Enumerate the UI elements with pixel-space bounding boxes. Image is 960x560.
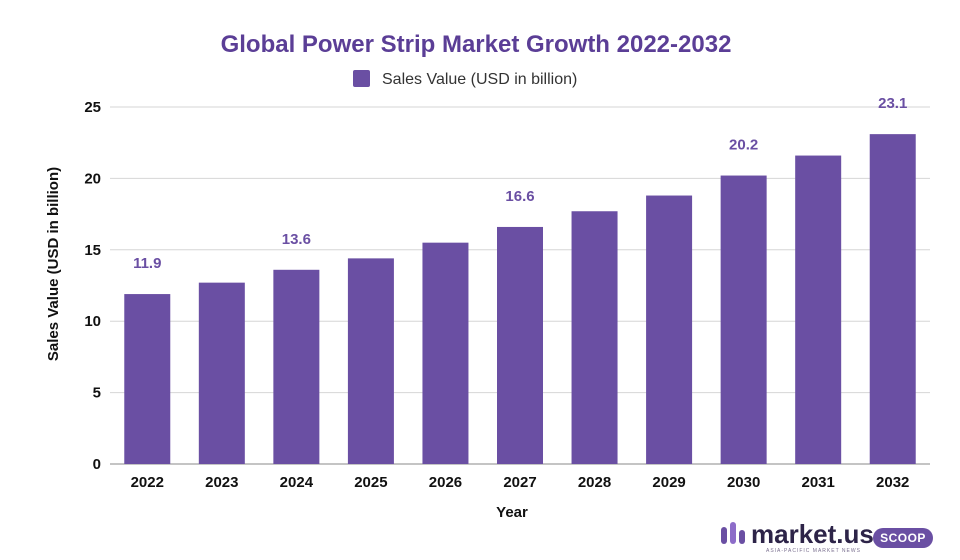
legend: Sales Value (USD in billion) [353,70,577,88]
y-tick-label: 0 [93,456,101,473]
y-tick-label: 20 [84,170,101,187]
data-label: 13.6 [282,231,311,248]
bar [422,242,469,464]
x-tick-label: 2024 [280,474,314,491]
y-tick-label: 10 [84,313,101,330]
chart-title: Global Power Strip Market Growth 2022-20… [221,31,732,58]
legend-swatch [353,70,370,87]
data-label: 11.9 [133,255,161,272]
x-tick-label: 2032 [876,474,909,491]
market-us-logo-icon [721,522,745,544]
y-tick-label: 15 [84,242,101,259]
x-axis-ticks: 2022 2023 2024 2025 2026 2027 2028 2029 2030 2031… [131,474,910,491]
x-axis-title: Year [496,504,528,521]
bar [646,195,693,464]
data-label: 23.1 [878,95,907,112]
brand-tagline: ASIA-PACIFIC MARKET NEWS [766,548,861,554]
x-tick-label: 2022 [131,474,164,491]
y-axis-ticks: 0 5 10 15 20 25 [84,99,101,473]
y-axis-title: Sales Value (USD in billion) [45,167,62,361]
y-tick-label: 25 [84,99,101,116]
x-tick-label: 2030 [727,474,760,491]
bar [571,211,618,464]
brand-name: market.us [751,519,874,549]
x-tick-label: 2025 [354,474,387,491]
x-tick-label: 2027 [503,474,536,491]
x-tick-label: 2028 [578,474,611,491]
bar [795,155,842,464]
x-tick-label: 2026 [429,474,462,491]
bars [124,134,916,464]
x-tick-label: 2029 [652,474,685,491]
bar [198,282,245,464]
bar [497,226,543,464]
scoop-badge [873,528,933,548]
bar [347,258,394,464]
bar [720,175,767,464]
data-label: 20.2 [729,137,758,154]
x-tick-label: 2031 [801,474,834,491]
scoop-badge-label: SCOOP [880,531,926,545]
legend-label: Sales Value (USD in billion) [382,71,577,88]
bar [273,269,320,464]
bar [869,134,916,464]
y-tick-label: 5 [93,385,101,402]
brand-logo: market.us ASIA-PACIFIC MARKET NEWS SCOOP [721,519,933,554]
data-label: 16.6 [505,188,534,205]
x-tick-label: 2023 [205,474,238,491]
data-labels: 11.9 13.6 16.6 20.2 23.1 [133,95,907,272]
bar [124,294,171,464]
